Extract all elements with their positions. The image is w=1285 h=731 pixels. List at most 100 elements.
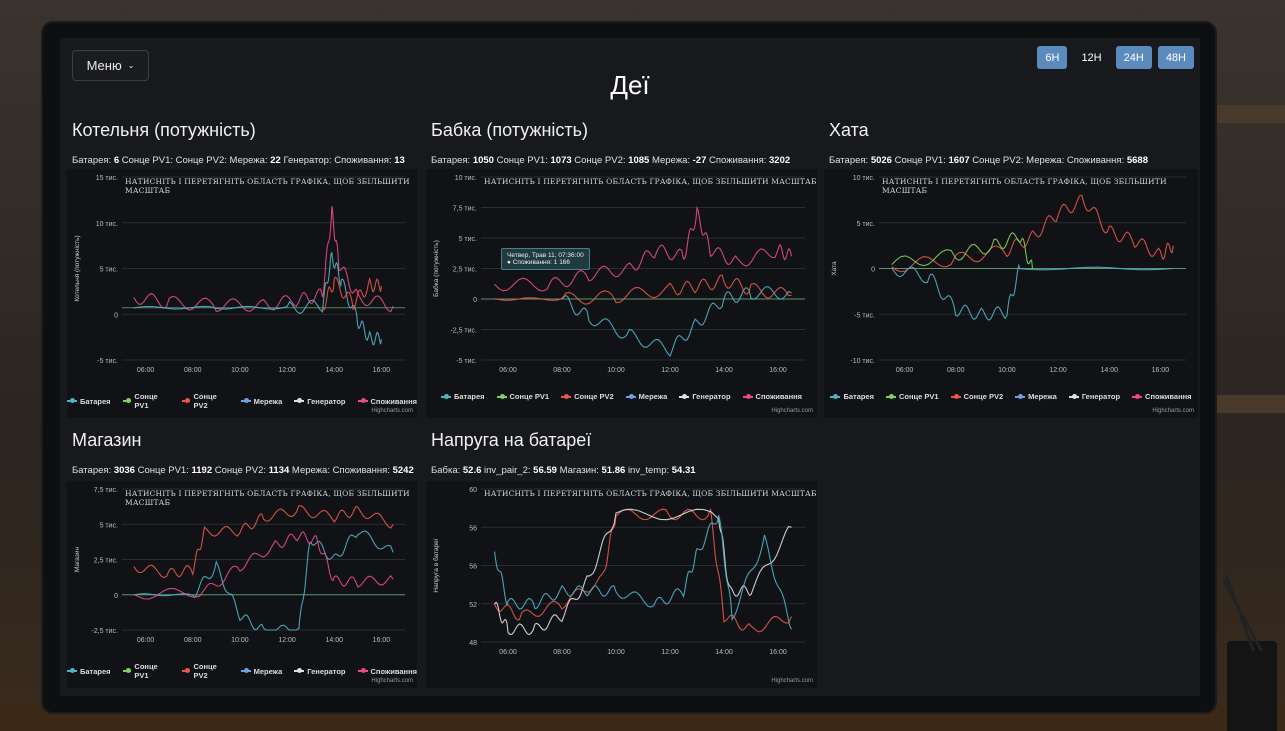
x-tick-label: 06:00	[896, 367, 914, 374]
legend-item[interactable]: Генератор	[679, 392, 731, 401]
y-tick-label: -10 тис.	[850, 358, 875, 365]
series-line[interactable]	[493, 515, 792, 630]
x-tick-label: 16:00	[373, 637, 391, 644]
series-line[interactable]	[891, 194, 1174, 273]
series-line[interactable]	[494, 274, 792, 305]
series-line[interactable]	[561, 286, 792, 358]
chart-credits[interactable]: Highcharts.com	[371, 678, 413, 684]
legend-item[interactable]: Генератор	[294, 392, 346, 410]
legend-item[interactable]: Мережа	[240, 392, 282, 410]
legend-swatch-icon	[830, 393, 841, 399]
legend-swatch-icon	[181, 398, 191, 403]
chart-area[interactable]: НАТИСНІТЬ І ПЕРЕТЯГНІТЬ ОБЛАСТЬ ГРАФІКА,…	[824, 169, 1198, 418]
legend-item[interactable]: Сонце PV1	[122, 392, 170, 410]
legend-item[interactable]: Сонце PV2	[950, 392, 1003, 401]
series-line[interactable]	[133, 252, 382, 346]
panel-header: Магазин Батарея: 3036 Сонце PV1: 1192 Сон…	[72, 430, 414, 476]
y-tick-label: 48	[469, 640, 477, 647]
chart-area[interactable]: НАТИСНІТЬ І ПЕРЕТЯГНІТЬ ОБЛАСТЬ ГРАФІКА,…	[426, 169, 817, 418]
legend-item[interactable]: Мережа	[625, 392, 667, 401]
legend-swatch-icon	[357, 398, 368, 403]
chart-credits[interactable]: Highcharts.com	[1152, 408, 1194, 414]
stat-value: -27	[692, 155, 707, 166]
legend-item[interactable]: Сонце PV2	[181, 662, 229, 680]
range-button-48h[interactable]: 48H	[1157, 46, 1194, 69]
legend-label: Мережа	[253, 666, 283, 676]
series-line[interactable]	[133, 505, 394, 579]
series-line[interactable]	[322, 276, 382, 311]
range-button-12h[interactable]: 12H	[1081, 51, 1102, 64]
x-tick-label: 12:00	[661, 367, 679, 374]
y-tick-label: 0	[871, 267, 875, 274]
panel-title: Бабка (потужність)	[431, 120, 589, 140]
stat-label: Споживання:	[334, 155, 395, 166]
chart-tooltip: Четвер, Трав 11, 07:36:00 ● Споживання: 1…	[501, 248, 590, 270]
y-tick-label: 56	[469, 525, 477, 532]
x-tick-label: 12:00	[278, 637, 296, 644]
stat-value: 1192	[191, 465, 213, 476]
series-line[interactable]	[133, 530, 394, 631]
legend-item[interactable]: Сонце PV1	[122, 662, 170, 680]
legend-item[interactable]: Сонце PV1	[886, 392, 939, 401]
series-line[interactable]	[133, 531, 394, 600]
chart-credits[interactable]: Highcharts.com	[771, 408, 813, 414]
y-tick-label: 56	[469, 564, 477, 571]
series-line[interactable]	[494, 508, 792, 636]
legend-item[interactable]: Батарея	[67, 662, 111, 680]
stat-label: Батарея:	[431, 155, 473, 166]
legend-item[interactable]: Мережа	[240, 662, 283, 680]
legend-item[interactable]: Сонце PV2	[561, 392, 614, 401]
legend-label: Споживання	[755, 392, 803, 401]
stat-value: 52.6	[462, 465, 482, 476]
range-button-6h[interactable]: 6H	[1037, 46, 1068, 69]
y-tick-label: -5 тис.	[97, 358, 118, 365]
x-tick-label: 14:00	[715, 367, 733, 374]
legend-swatch-icon	[1015, 393, 1026, 399]
series-line[interactable]	[494, 205, 793, 292]
stat-label: Батарея:	[72, 465, 114, 476]
stat-label: Мережа:	[1026, 155, 1067, 166]
series-line[interactable]	[133, 206, 394, 313]
legend-item[interactable]: Батарея	[440, 392, 485, 401]
panel-stats: Бабка: 52.6 inv_pair_2: 56.59 Магазин: 5…	[431, 465, 696, 476]
chart-credits[interactable]: Highcharts.com	[371, 408, 413, 414]
legend-item[interactable]: Сонце PV1	[496, 392, 549, 401]
legend-item[interactable]: Сонце PV2	[181, 392, 229, 410]
legend-item[interactable]: Споживання	[742, 392, 803, 401]
legend-label: Батарея	[80, 396, 111, 406]
legend-label: Генератор	[307, 396, 346, 406]
chart-area[interactable]: НАТИСНІТЬ І ПЕРЕТЯГНІТЬ ОБЛАСТЬ ГРАФІКА,…	[67, 481, 417, 688]
legend-item[interactable]: Генератор	[294, 662, 346, 680]
stat-value: 51.86	[601, 465, 626, 476]
stat-label: inv_temp:	[627, 465, 672, 476]
shelf	[1213, 105, 1285, 123]
stat-label: Батарея:	[829, 155, 871, 166]
series-line[interactable]	[891, 232, 1034, 269]
legend-item[interactable]: Споживання	[357, 392, 417, 410]
legend-item[interactable]: Мережа	[1015, 392, 1057, 401]
legend-label: Сонце PV2	[574, 392, 614, 401]
series-line[interactable]	[493, 507, 792, 633]
x-tick-label: 08:00	[553, 649, 571, 656]
time-range-group: 6H 12H 24H 48H	[1037, 46, 1194, 69]
legend-item[interactable]: Споживання	[1132, 392, 1192, 401]
x-tick-label: 12:00	[278, 367, 296, 374]
y-tick-label: 10 тис.	[96, 221, 118, 228]
series-line[interactable]	[891, 263, 1174, 321]
chart-area[interactable]: НАТИСНІТЬ І ПЕРЕТЯГНІТЬ ОБЛАСТЬ ГРАФІКА,…	[67, 169, 417, 418]
chart-area[interactable]: НАТИСНІТЬ І ПЕРЕТЯГНІТЬ ОБЛАСТЬ ГРАФІКА,…	[426, 481, 817, 688]
x-tick-label: 08:00	[947, 367, 965, 374]
legend-item[interactable]: Батарея	[830, 392, 874, 401]
legend-item[interactable]: Батарея	[67, 392, 111, 410]
legend-item[interactable]: Генератор	[1068, 392, 1120, 401]
menu-button[interactable]: Меню ⌄	[72, 50, 149, 81]
page-title: Деї	[610, 70, 650, 100]
stat-label: Сонце PV2:	[214, 465, 269, 476]
stat-value: 3202	[769, 155, 791, 166]
monitor: Меню ⌄ Деї 6H 12H 24H 48H Котельня (потужні…	[43, 23, 1215, 712]
stat-value: 1073	[550, 155, 572, 166]
panel-header: Напруга на батареї Бабка: 52.6 inv_pair_2…	[431, 430, 696, 476]
range-button-24h[interactable]: 24H	[1115, 46, 1152, 69]
legend-item[interactable]: Споживання	[357, 662, 417, 680]
chart-credits[interactable]: Highcharts.com	[771, 678, 813, 684]
